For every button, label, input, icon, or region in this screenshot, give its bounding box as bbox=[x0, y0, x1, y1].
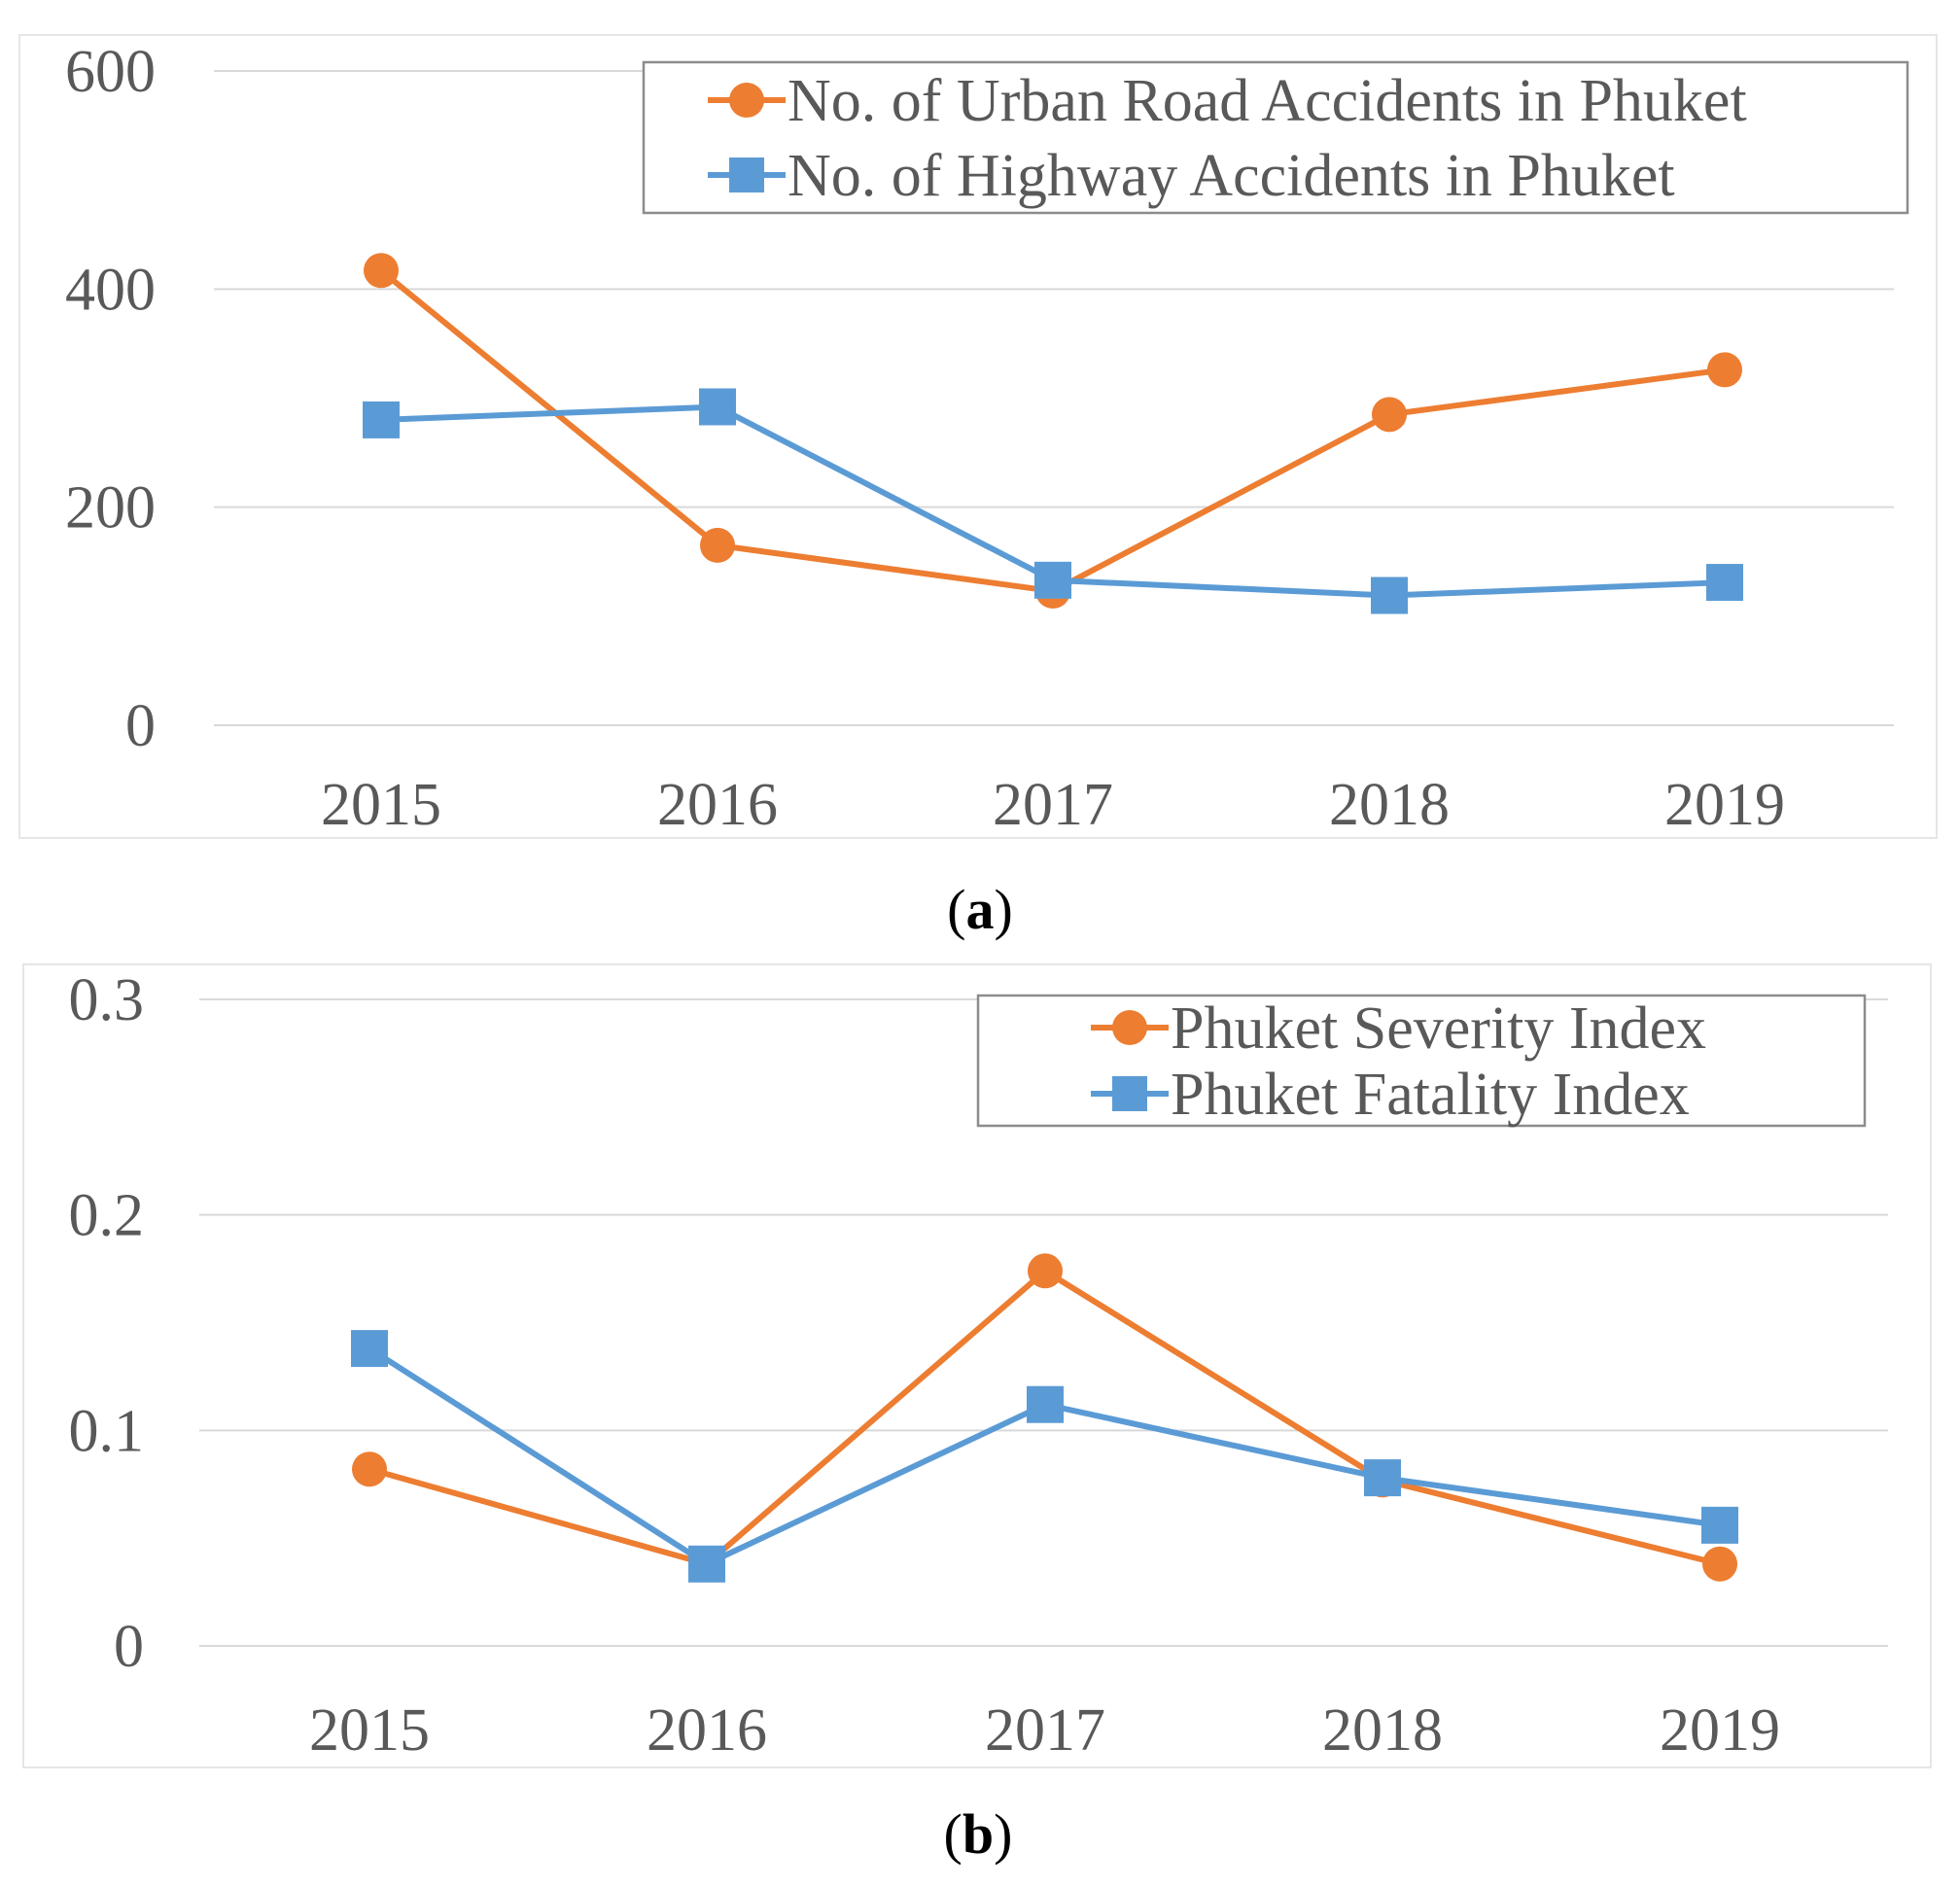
chart-b-series-1-point bbox=[1364, 1459, 1401, 1497]
legend-a-highway-marker bbox=[729, 157, 764, 192]
chart-panel-b: 0 0.1 0.2 0.3 2015 2016 2017 2018 2019 Phuket S… bbox=[22, 963, 1932, 1768]
legend-a-urban-marker bbox=[729, 83, 764, 118]
legend-b-fatality-label: Phuket Fatality Index bbox=[1171, 1062, 1690, 1128]
chart-a-x-tick-label: 2018 bbox=[1329, 772, 1450, 838]
chart-a-series-1-point bbox=[699, 388, 736, 426]
chart-a-x-tick-label: 2016 bbox=[657, 772, 778, 838]
chart-b-x-tick-label: 2019 bbox=[1660, 1697, 1780, 1764]
panel-a-caption: (a) bbox=[947, 878, 1013, 941]
chart-b-legend: Phuket Severity Index Phuket Fatality In… bbox=[976, 994, 1867, 1128]
legend-b-severity-marker bbox=[1112, 1010, 1147, 1045]
chart-a-x-tick-label: 2017 bbox=[993, 772, 1113, 838]
chart-a-x-tick-label: 2015 bbox=[321, 772, 441, 838]
legend-a-urban-entry: No. of Urban Road Accidents in Phuket bbox=[708, 68, 1747, 134]
chart-a-series-1-point bbox=[1706, 564, 1743, 602]
chart-b-y-tick-label: 0 bbox=[114, 1614, 144, 1680]
chart-a-series-0-point bbox=[1372, 397, 1407, 433]
chart-a-y-tick-label: 0 bbox=[125, 693, 156, 759]
panel-b-letter: b bbox=[962, 1802, 994, 1866]
chart-b-y-tick-label: 0.3 bbox=[69, 967, 145, 1033]
chart-a-y-tick-label: 400 bbox=[65, 257, 156, 323]
legend-a-highway-entry: No. of Highway Accidents in Phuket bbox=[708, 143, 1675, 209]
legend-b-fatality-entry: Phuket Fatality Index bbox=[1091, 1062, 1690, 1128]
chart-b-y-ticks: 0 0.1 0.2 0.3 bbox=[69, 967, 145, 1680]
chart-a-x-ticks: 2015 2016 2017 2018 2019 bbox=[321, 772, 1785, 838]
chart-a-series-1-point bbox=[1034, 561, 1071, 599]
legend-b-fatality-marker bbox=[1112, 1076, 1147, 1111]
chart-b-y-tick-label: 0.1 bbox=[69, 1398, 145, 1464]
chart-a-series bbox=[363, 253, 1743, 614]
legend-a-urban-label: No. of Urban Road Accidents in Phuket bbox=[788, 68, 1747, 134]
chart-b-x-tick-label: 2018 bbox=[1322, 1697, 1443, 1764]
chart-a-series-1-point bbox=[363, 401, 400, 438]
chart-a-legend: No. of Urban Road Accidents in Phuket No… bbox=[642, 60, 1909, 215]
chart-b-series-1-point bbox=[1701, 1506, 1738, 1544]
chart-b-x-tick-label: 2017 bbox=[985, 1697, 1105, 1764]
chart-b-series-1-point bbox=[1027, 1385, 1064, 1423]
chart-b-series-0-point bbox=[352, 1451, 387, 1487]
panel-a-letter: a bbox=[966, 878, 995, 941]
chart-panel-a: 0 200 400 600 2015 2016 2017 2018 2019 No. of U… bbox=[18, 34, 1938, 839]
chart-b-x-ticks: 2015 2016 2017 2018 2019 bbox=[309, 1697, 1780, 1764]
chart-a-y-tick-label: 200 bbox=[65, 475, 156, 542]
chart-b-series-0-point bbox=[1028, 1253, 1063, 1289]
chart-b-y-tick-label: 0.2 bbox=[69, 1183, 145, 1249]
chart-b-series-1-point bbox=[351, 1330, 388, 1368]
panel-b-caption: (b) bbox=[944, 1802, 1013, 1866]
chart-a-y-tick-label: 600 bbox=[65, 39, 156, 105]
chart-a-series-0-point bbox=[1707, 352, 1742, 388]
chart-a-series-0-point bbox=[700, 527, 735, 563]
chart-a-x-tick-label: 2019 bbox=[1664, 772, 1785, 838]
chart-a-series-0-point bbox=[364, 253, 399, 289]
chart-b-series bbox=[351, 1253, 1738, 1583]
chart-b-x-tick-label: 2015 bbox=[309, 1697, 430, 1764]
legend-a-highway-label: No. of Highway Accidents in Phuket bbox=[788, 143, 1675, 209]
legend-b-severity-label: Phuket Severity Index bbox=[1171, 996, 1706, 1062]
chart-b-x-tick-label: 2016 bbox=[647, 1697, 767, 1764]
chart-a-legend-box bbox=[642, 60, 1909, 215]
chart-a-series-1-point bbox=[1371, 577, 1408, 614]
chart-b-series-0-point bbox=[1702, 1546, 1737, 1582]
chart-b-series-1-point bbox=[688, 1545, 725, 1583]
legend-b-severity-entry: Phuket Severity Index bbox=[1091, 996, 1706, 1062]
chart-a-y-ticks: 0 200 400 600 bbox=[65, 39, 156, 759]
